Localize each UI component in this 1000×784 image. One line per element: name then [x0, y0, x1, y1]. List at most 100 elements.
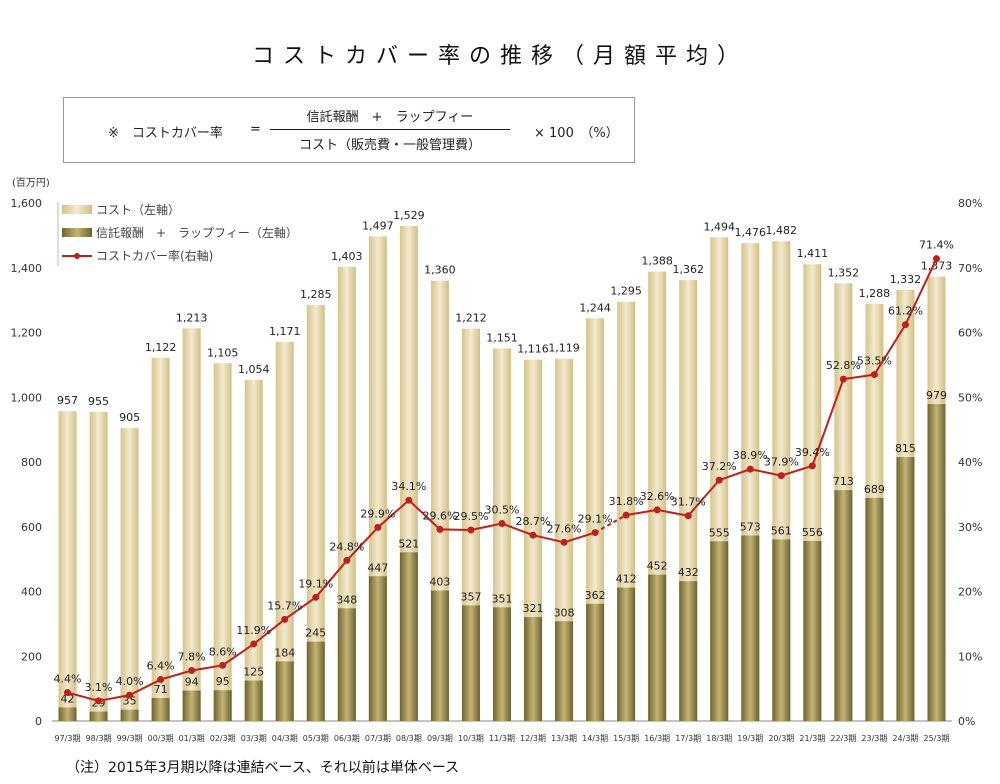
ratio-line-segment — [750, 468, 782, 477]
x-tick-label: 15/3期 — [613, 734, 639, 743]
x-tick-label: 05/3期 — [303, 734, 329, 743]
fee-value-label: 351 — [492, 592, 513, 605]
ratio-point — [343, 556, 351, 564]
ratio-point — [436, 525, 444, 533]
ratio-value-label: 3.1% — [85, 681, 113, 694]
x-tick-label: 19/3期 — [737, 734, 763, 743]
ratio-value-label: 6.4% — [147, 660, 175, 673]
ratio-point — [777, 472, 785, 480]
formula-numerator: 信託報酬 + ラップフィー — [270, 106, 510, 130]
fee-value-label: 95 — [216, 675, 230, 688]
x-tick-label: 00/3期 — [148, 734, 174, 743]
cost-bar — [151, 357, 170, 721]
ratio-value-label: 32.6% — [640, 490, 675, 503]
ratio-line-segment — [222, 643, 255, 667]
ratio-value-label: 24.8% — [329, 540, 364, 553]
ratio-value-label: 31.7% — [671, 496, 706, 509]
ratio-value-label: 4.4% — [54, 673, 82, 686]
ratio-point — [374, 523, 382, 531]
fee-bar — [896, 457, 915, 721]
fee-value-label: 362 — [585, 589, 606, 602]
x-tick-label: 24/3期 — [892, 734, 918, 743]
cost-value-label: 1,244 — [579, 301, 611, 314]
cost-bar — [89, 411, 108, 721]
ratio-point — [901, 321, 909, 329]
fee-value-label: 555 — [709, 526, 730, 539]
legend-entry: 信託報酬 + ラップフィー（左軸） — [96, 225, 298, 240]
cost-bar — [120, 428, 139, 721]
fee-value-label: 815 — [895, 442, 916, 455]
cost-value-label: 1,105 — [207, 346, 239, 359]
fee-bar — [182, 690, 201, 721]
fee-bar — [524, 617, 543, 721]
ratio-point — [126, 691, 134, 699]
y2-tick-label: 70% — [958, 262, 982, 275]
fee-bar — [275, 661, 294, 721]
x-tick-label: 21/3期 — [799, 734, 825, 743]
formula-box: ※ コストカバー率 = 信託報酬 + ラップフィー コスト（販売費・一般管理費）… — [63, 97, 635, 163]
ratio-line-segment — [501, 522, 534, 537]
ratio-point — [870, 371, 878, 379]
ratio-value-label: 39.4% — [795, 446, 830, 459]
cost-value-label: 1,362 — [672, 263, 704, 276]
x-tick-label: 98/3期 — [86, 734, 112, 743]
fee-bar — [834, 490, 853, 721]
legend-swatch-fee — [62, 228, 92, 237]
ratio-point — [560, 538, 568, 546]
cost-value-label: 1,212 — [455, 312, 487, 325]
ratio-value-label: 19.1% — [298, 577, 333, 590]
footnote: （注）2015年3月期以降は連結ベース、それ以前は単体ベース — [66, 760, 460, 776]
formula-denominator: コスト（販売費・一般管理費） — [298, 138, 481, 153]
ratio-line-segment — [439, 528, 471, 531]
fee-value-label: 35 — [123, 695, 137, 708]
ratio-value-label: 53.5% — [857, 355, 892, 368]
ratio-line-segment — [843, 373, 875, 381]
x-tick-label: 06/3期 — [334, 734, 360, 743]
ratio-line-segment — [315, 559, 348, 598]
ratio-point — [188, 666, 196, 674]
ratio-point — [622, 511, 630, 519]
fee-bar — [306, 641, 325, 721]
y-tick-label: 1,400 — [11, 262, 43, 275]
cost-value-label: 1,122 — [145, 341, 177, 354]
ratio-line-segment — [67, 691, 99, 702]
ratio-point — [498, 520, 506, 528]
ratio-point — [746, 465, 754, 473]
cost-value-label: 1,482 — [766, 224, 798, 237]
fee-value-label: 403 — [429, 576, 450, 589]
legend-entry: コストカバー率(右軸) — [96, 248, 213, 263]
cost-value-label: 957 — [57, 394, 78, 407]
x-tick-label: 25/3期 — [923, 734, 949, 743]
x-tick-label: 16/3期 — [644, 734, 670, 743]
fee-value-label: 713 — [833, 475, 854, 488]
y2-tick-label: 80% — [958, 197, 982, 210]
fee-value-label: 556 — [802, 526, 823, 539]
ratio-point — [157, 676, 165, 684]
x-tick-label: 03/3期 — [241, 734, 267, 743]
fee-bar — [213, 690, 232, 721]
fee-value-label: 561 — [771, 524, 792, 537]
x-tick-label: 22/3期 — [830, 734, 856, 743]
fee-value-label: 321 — [523, 602, 544, 615]
ratio-point — [591, 529, 599, 537]
x-tick-label: 99/3期 — [117, 734, 143, 743]
ratio-line-segment — [160, 669, 192, 681]
x-tick-label: 02/3期 — [210, 734, 236, 743]
x-tick-label: 23/3期 — [861, 734, 887, 743]
formula-multiplier: × 100 （%） — [534, 126, 619, 141]
cost-value-label: 955 — [88, 395, 109, 408]
cost-value-label: 1,529 — [393, 209, 425, 222]
fee-bar — [586, 603, 605, 721]
fee-bar — [803, 540, 822, 721]
cost-value-label: 1,151 — [486, 331, 518, 344]
cost-value-label: 1,352 — [828, 266, 860, 279]
fee-value-label: 979 — [926, 389, 947, 402]
fee-bar — [648, 574, 667, 721]
fee-bar — [741, 535, 760, 721]
fee-value-label: 125 — [243, 666, 264, 679]
y2-tick-label: 50% — [958, 391, 982, 404]
cost-value-label: 1,332 — [890, 273, 922, 286]
y-tick-label: 1,000 — [11, 391, 43, 404]
x-tick-label: 12/3期 — [520, 734, 546, 743]
